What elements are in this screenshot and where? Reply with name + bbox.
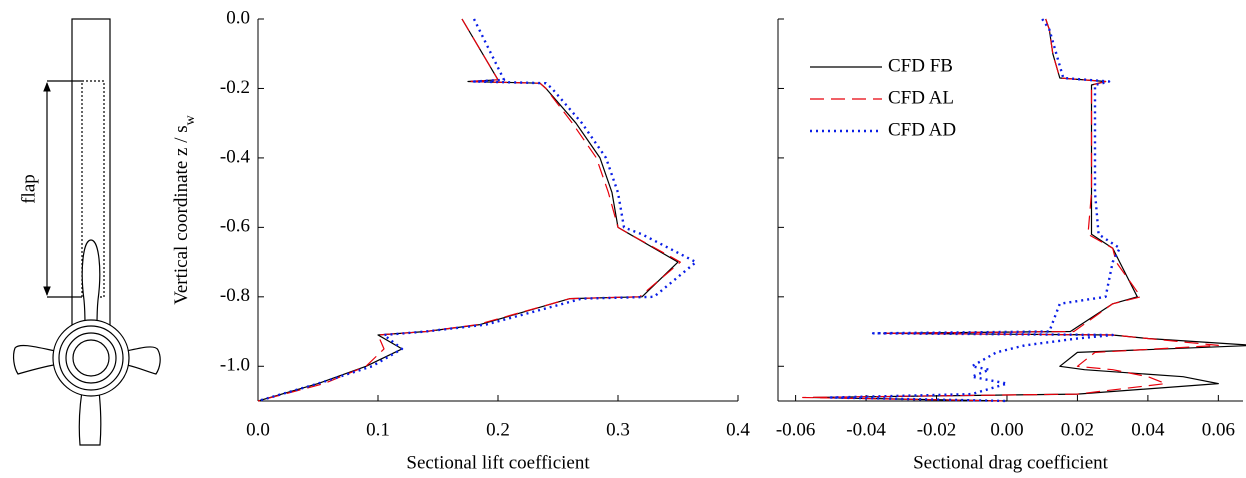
blade [121,346,161,375]
x-tick-label: 0.00 [990,419,1023,440]
y-tick-label: -0.8 [220,285,250,306]
x-tick-label: 0.3 [606,419,630,440]
legend-label: CFD AL [888,87,954,108]
x-axis-label: Sectional drag coefficient [913,452,1109,473]
series-line [258,18,698,403]
blade [12,344,61,375]
nacelle [65,332,117,384]
y-tick-label: 0.0 [226,7,250,28]
series-line [802,18,1219,402]
plot-area [802,18,1246,403]
y-axis-label: Vertical coordinate z / sw [171,114,197,304]
x-tick-label: 0.1 [366,419,390,440]
y-tick-label: -0.4 [220,146,251,167]
y-axis-label-sub: w [183,114,198,125]
series-line [258,18,679,402]
x-tick-label: 0.4 [726,419,750,440]
x-axis-label: Sectional lift coefficient [406,452,590,473]
legend-label: CFD AD [888,119,956,140]
x-tick-label: 0.06 [1202,419,1235,440]
y-tick-label: -0.6 [220,216,250,237]
y-tick-label: -0.2 [220,77,250,98]
hub [72,339,110,377]
x-tick-label: -0.06 [776,419,816,440]
x-tick-label: -0.04 [846,419,886,440]
x-tick-label: 0.2 [486,419,510,440]
y-tick-label: -1.0 [220,355,250,376]
series-line [829,18,1121,403]
y-axis-label-text: Vertical coordinate z / s [171,125,192,304]
x-tick-label: 0.04 [1131,419,1165,440]
x-tick-label: 0.0 [246,419,270,440]
x-tick-label: -0.02 [917,419,957,440]
x-tick-label: 0.02 [1061,419,1094,440]
legend-label: CFD FB [888,55,953,76]
plot-area [258,18,698,403]
series-line [258,18,681,402]
wing-diagram [12,18,161,446]
flap-label: flap [18,174,39,204]
nacelle [58,325,124,391]
